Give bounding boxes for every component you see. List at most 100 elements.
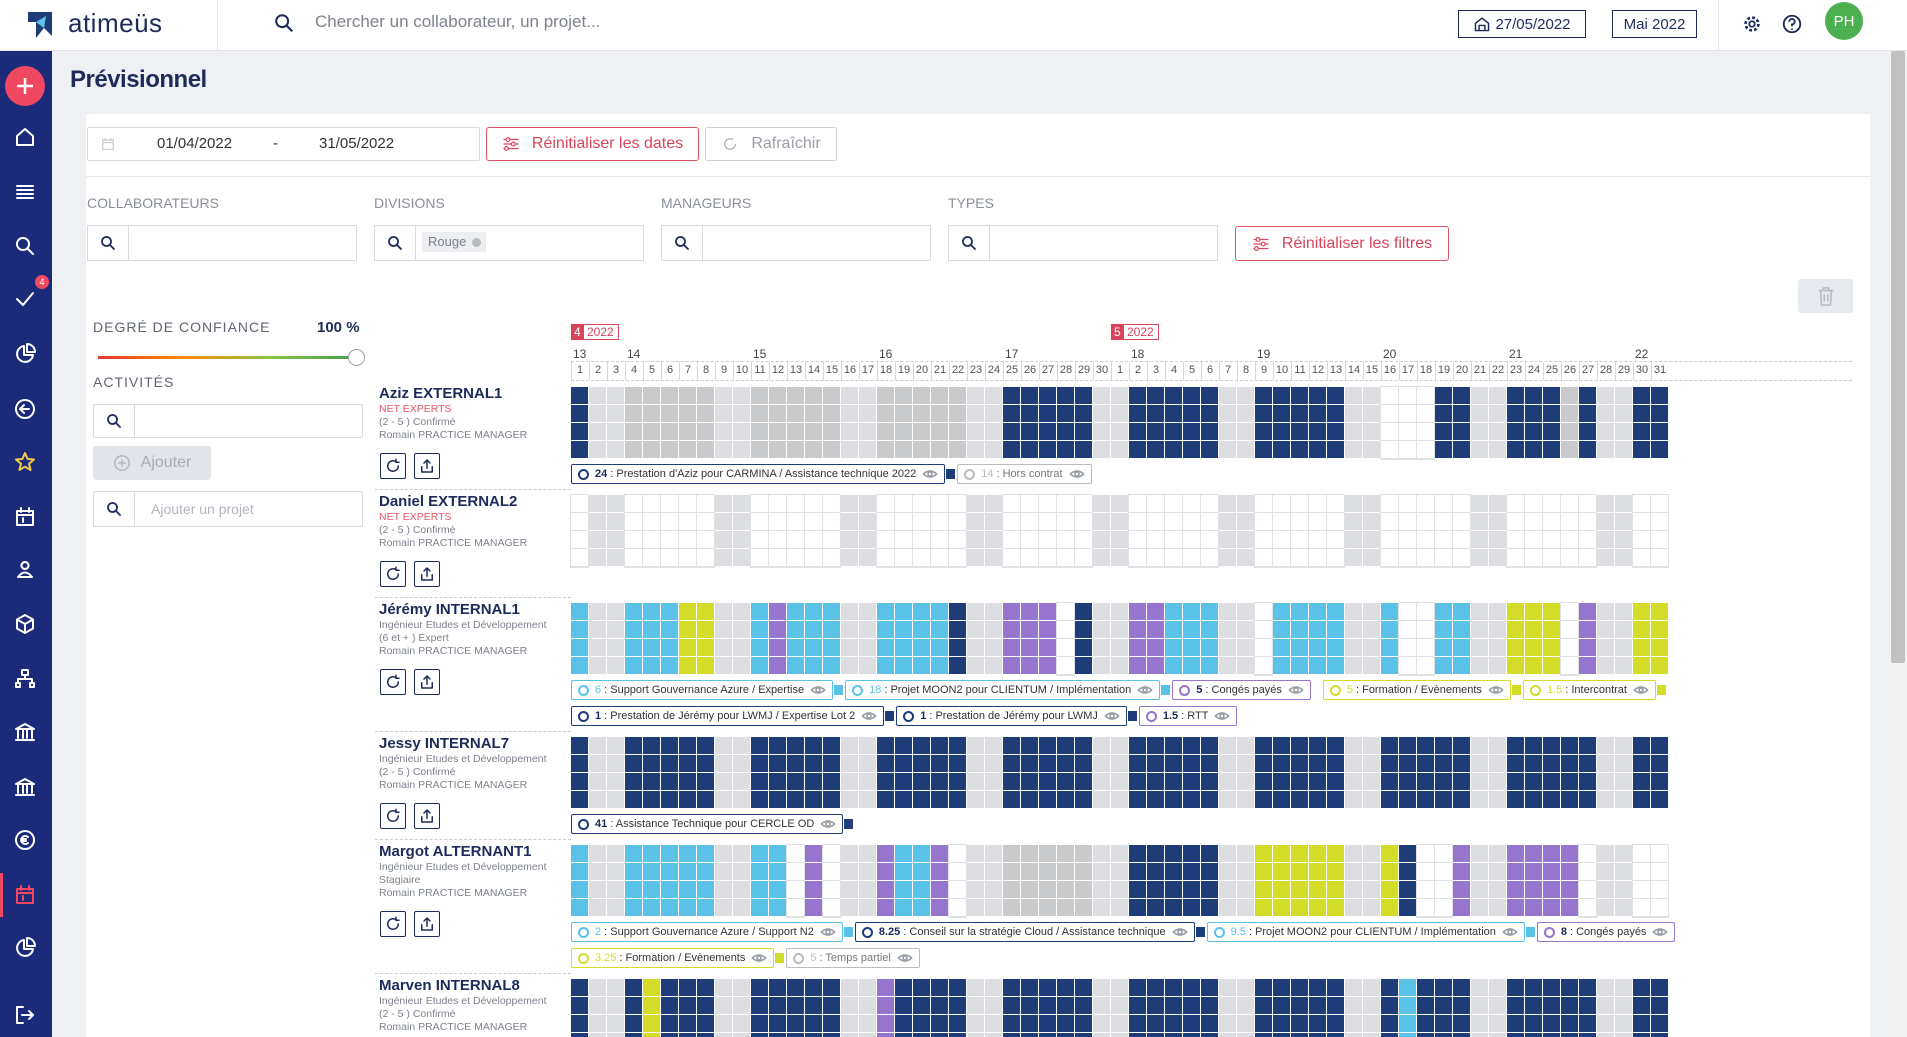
person-name[interactable]: Jessy INTERNAL7 [379, 735, 510, 752]
row-action[interactable] [414, 911, 440, 937]
avatar[interactable]: PH [1825, 2, 1863, 40]
activity-chip[interactable]: 2: Support Gouvernance Azure / Support N… [571, 922, 853, 942]
sidebar-icon[interactable] [13, 1003, 37, 1027]
activity-chip[interactable]: 1.5: RTT [1138, 706, 1238, 726]
settings-icon[interactable] [1741, 13, 1763, 35]
reset-dates-button[interactable]: Réinitialiser les dates [486, 127, 699, 161]
search-box[interactable] [374, 225, 416, 261]
row-action[interactable] [380, 911, 406, 937]
sidebar-icon[interactable] [13, 612, 37, 636]
day-cell [1471, 979, 1488, 1037]
icon-part [16, 237, 34, 255]
row-action[interactable] [414, 803, 440, 829]
month-button[interactable]: Mai 2022 [1612, 10, 1697, 38]
row-action[interactable] [380, 669, 406, 695]
search-input[interactable]: Chercher un collaborateur, un projet... [315, 12, 601, 31]
day-separator [589, 362, 590, 380]
confidence-slider[interactable] [98, 356, 356, 359]
sidebar-icon[interactable] [13, 450, 37, 474]
row-action[interactable] [414, 561, 440, 587]
row-action[interactable] [380, 453, 406, 479]
activity-chip[interactable]: 24: Prestation d'Aziz pour CARMINA / Ass… [571, 464, 956, 484]
delete-button[interactable] [1798, 279, 1853, 313]
row-action[interactable] [380, 561, 406, 587]
refresh-button[interactable]: Rafraîchir [705, 127, 837, 161]
search-box[interactable] [948, 225, 990, 261]
sidebar [0, 51, 52, 1037]
reset-filters-button[interactable]: Réinitialiser les filtres [1235, 226, 1449, 261]
add-project-input[interactable] [93, 491, 363, 527]
day-cell [1326, 494, 1345, 568]
sidebar-icon[interactable] [13, 828, 37, 852]
day-cell [589, 737, 606, 809]
day-cell [1489, 979, 1506, 1037]
filter-input[interactable] [661, 225, 931, 261]
day-cell [1615, 495, 1632, 567]
chip-remove[interactable] [472, 238, 481, 247]
activity-chip[interactable]: 5: Temps partiel [786, 948, 920, 968]
sidebar-icon[interactable] [13, 775, 37, 799]
person-name[interactable]: Aziz EXTERNAL1 [379, 385, 503, 402]
day-cell [1327, 845, 1344, 917]
sidebar-icon[interactable] [13, 234, 37, 258]
row-action[interactable] [414, 669, 440, 695]
search-box[interactable] [93, 404, 135, 438]
activity-chip[interactable]: 5: Congés payés [1172, 680, 1311, 700]
filter-input[interactable] [87, 225, 357, 261]
day-cell [643, 603, 660, 675]
help-icon[interactable] [1781, 13, 1803, 35]
activity-chip[interactable]: 1: Prestation de Jérémy pour LWMJ [896, 706, 1137, 726]
search-box[interactable] [87, 225, 129, 261]
day-cell [823, 737, 840, 809]
person-name[interactable]: Marven INTERNAL8 [379, 977, 520, 994]
sidebar-icon[interactable] [13, 397, 37, 421]
activity-chip[interactable]: 1.5: Intercontrat [1522, 680, 1666, 700]
sidebar-icon[interactable] [13, 180, 37, 204]
chip-flag [1161, 685, 1171, 695]
sidebar-icon[interactable] [13, 667, 37, 691]
activity-chip[interactable]: 8.25: Conseil sur la stratégie Cloud / A… [854, 922, 1205, 942]
activity-chip[interactable]: 9.5: Projet MOON2 pour CLIENTUM / Implém… [1206, 922, 1535, 942]
row-action[interactable] [414, 453, 440, 479]
person-name[interactable]: Jérémy INTERNAL1 [379, 601, 520, 618]
sidebar-icon[interactable] [13, 505, 37, 529]
activity-chip[interactable]: 18: Projet MOON2 pour CLIENTUM / Impléme… [845, 680, 1171, 700]
day-cell [895, 603, 912, 675]
day-cell [1111, 603, 1128, 675]
day-cell [1471, 495, 1488, 567]
activity-chip[interactable]: 8: Congés payés [1536, 922, 1676, 942]
sidebar-icon[interactable] [13, 936, 37, 960]
activity-chip[interactable]: 1: Prestation de Jérémy pour LWMJ / Expe… [571, 706, 895, 726]
day-cell [894, 494, 913, 568]
date-range[interactable] [87, 127, 480, 161]
row-action[interactable] [380, 803, 406, 829]
day-cell [1506, 494, 1525, 568]
person-name[interactable]: Daniel EXTERNAL2 [379, 493, 518, 510]
scrollbar-thumb[interactable] [1891, 51, 1905, 663]
person-name[interactable]: Margot ALTERNANT1 [379, 843, 532, 860]
activity-chip[interactable]: 5: Formation / Evènements [1322, 680, 1521, 700]
add-button[interactable] [5, 66, 45, 106]
day-cell [1129, 387, 1146, 459]
sidebar-icon[interactable] [13, 558, 37, 582]
add-activity-button[interactable]: Ajouter [93, 446, 211, 480]
search-box[interactable] [661, 225, 703, 261]
day-cell [1363, 387, 1380, 459]
sidebar-icon[interactable] [13, 883, 37, 907]
sidebar-icon[interactable] [13, 342, 37, 366]
activity-chip[interactable]: 14: Hors contrat [957, 464, 1092, 484]
slider-knob[interactable] [348, 349, 365, 366]
activity-chip[interactable]: 6: Support Gouvernance Azure / Expertise [571, 680, 844, 700]
day-cell [624, 494, 643, 568]
date-button[interactable]: 27/05/2022 [1458, 10, 1586, 38]
activity-chip[interactable]: 41: Assistance Technique pour CERCLE OD [571, 814, 854, 834]
search-box[interactable] [93, 491, 135, 527]
sidebar-icon[interactable] [13, 125, 37, 149]
sidebar-icon[interactable] [13, 287, 37, 311]
sidebar-icon[interactable] [13, 720, 37, 744]
day-cell [1615, 737, 1632, 809]
filter-input[interactable] [374, 225, 644, 261]
day-separator [1435, 362, 1436, 380]
activity-chip[interactable]: 3.25: Formation / Evènements [571, 948, 785, 968]
day-cell [1507, 387, 1524, 459]
